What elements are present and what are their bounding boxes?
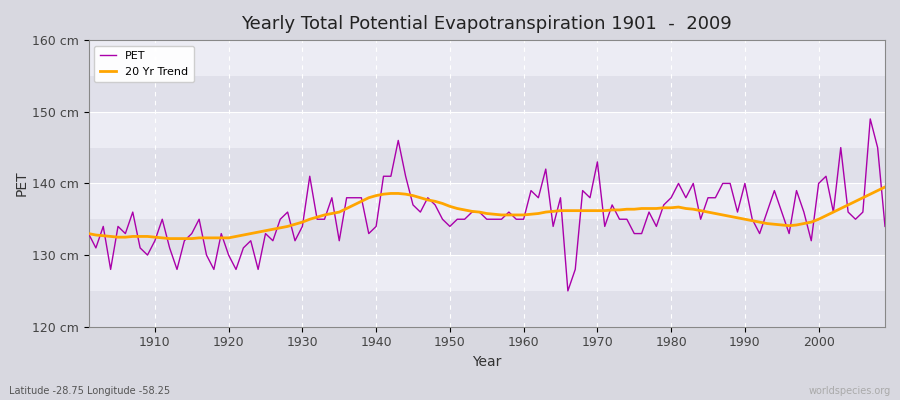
20 Yr Trend	[164, 236, 175, 241]
Y-axis label: PET: PET	[15, 171, 29, 196]
PET	[865, 116, 876, 121]
20 Yr Trend	[356, 199, 367, 204]
PET	[348, 195, 359, 200]
Bar	[88, 40, 885, 76]
PET	[562, 288, 573, 293]
20 Yr Trend	[142, 234, 153, 239]
PET	[614, 217, 625, 222]
20 Yr Trend	[879, 184, 890, 189]
20 Yr Trend	[311, 215, 322, 220]
Line: 20 Yr Trend: 20 Yr Trend	[88, 187, 885, 238]
Bar	[88, 148, 885, 184]
PET	[511, 217, 522, 222]
Bar	[88, 291, 885, 327]
Text: worldspecies.org: worldspecies.org	[809, 386, 891, 396]
PET	[304, 174, 315, 179]
20 Yr Trend	[518, 212, 529, 217]
20 Yr Trend	[83, 231, 94, 236]
20 Yr Trend	[526, 212, 536, 217]
Line: PET: PET	[88, 119, 885, 291]
Title: Yearly Total Potential Evapotranspiration 1901  -  2009: Yearly Total Potential Evapotranspiratio…	[241, 15, 732, 33]
PET	[83, 231, 94, 236]
X-axis label: Year: Year	[472, 355, 501, 369]
20 Yr Trend	[614, 208, 625, 212]
PET	[142, 253, 153, 258]
Legend: PET, 20 Yr Trend: PET, 20 Yr Trend	[94, 46, 194, 82]
Text: Latitude -28.75 Longitude -58.25: Latitude -28.75 Longitude -58.25	[9, 386, 170, 396]
Bar	[88, 112, 885, 148]
PET	[879, 224, 890, 229]
Bar	[88, 184, 885, 219]
Bar	[88, 219, 885, 255]
Bar	[88, 255, 885, 291]
Bar	[88, 76, 885, 112]
PET	[518, 217, 529, 222]
